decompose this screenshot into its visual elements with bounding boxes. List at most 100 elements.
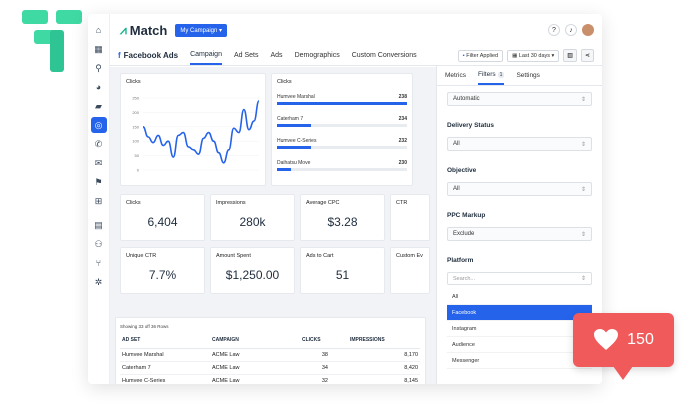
delivery-status-label: Delivery Status bbox=[447, 122, 494, 129]
cell-impressions: 8,420 bbox=[330, 361, 420, 375]
tab-metrics[interactable]: Metrics bbox=[445, 72, 466, 79]
bar-row: Caterham 7 234 bbox=[277, 116, 407, 127]
top-bar: ⩘ Match My Campaign ▾ ? ♪ bbox=[110, 14, 602, 46]
kpi-value: 280k bbox=[239, 215, 266, 229]
platform-option[interactable]: Instagram bbox=[447, 321, 592, 337]
kpi-title: Impressions bbox=[216, 200, 246, 206]
target-icon[interactable]: ◎ bbox=[90, 117, 107, 133]
bell-icon[interactable]: ♪ bbox=[565, 24, 577, 36]
platform-option[interactable]: Messenger bbox=[447, 353, 592, 369]
merge-icon[interactable]: ⑂ bbox=[95, 257, 102, 268]
bar-fill bbox=[277, 168, 292, 171]
filter-chip-label: Filter Applied bbox=[466, 52, 499, 59]
col-impressions[interactable]: IMPRESSIONS bbox=[330, 334, 420, 349]
likes-count: 150 bbox=[627, 331, 654, 348]
likes-badge: 150 bbox=[573, 313, 674, 367]
col-campaign[interactable]: CAMPAIGN bbox=[210, 334, 300, 349]
kpi-card: Unique CTR 7.7% bbox=[120, 247, 205, 294]
y-tick-label: 200 bbox=[132, 110, 139, 115]
share-icon[interactable]: ⋖ bbox=[580, 49, 594, 62]
updown-icon: ⇕ bbox=[580, 96, 586, 103]
filters-tab-bar: Metrics Filters 1 Settings bbox=[437, 66, 602, 86]
columns-icon[interactable]: ▥ bbox=[563, 49, 577, 62]
cell-campaign: ACME Law bbox=[210, 361, 300, 375]
tab-custom-conversions[interactable]: Custom Conversions bbox=[351, 52, 417, 59]
col-ad-set[interactable]: AD SET bbox=[120, 334, 210, 349]
y-tick-label: 250 bbox=[132, 96, 139, 101]
document-icon[interactable]: ▤ bbox=[94, 219, 103, 230]
bar-fill bbox=[277, 146, 311, 149]
date-chip-label: Last 30 days bbox=[518, 52, 550, 59]
kpi-card: Impressions 280k bbox=[210, 194, 295, 241]
cell-clicks: 34 bbox=[300, 361, 330, 375]
platform-search-placeholder: Search... bbox=[453, 275, 476, 282]
pie-chart-icon[interactable]: ◕ bbox=[95, 81, 102, 92]
bar-row: Daihatsu Move 230 bbox=[277, 160, 407, 171]
kpi-card: Amount Spent $1,250.00 bbox=[210, 247, 295, 294]
ad-sets-table-card: Showing 33 off 36 Rows AD SET CAMPAIGN C… bbox=[115, 317, 426, 384]
ppc-markup-value: Exclude bbox=[453, 231, 475, 237]
mail-icon[interactable]: ✉ bbox=[94, 157, 103, 168]
settings-icon[interactable]: ✲ bbox=[94, 276, 103, 287]
ppc-markup-select[interactable]: Exclude ⇕ bbox=[447, 227, 592, 241]
phone-icon[interactable]: ✆ bbox=[94, 138, 103, 149]
cell-clicks: 38 bbox=[300, 348, 330, 362]
platform-option-selected[interactable]: Facebook bbox=[447, 305, 592, 321]
table-row[interactable]: Humvee C-Series ACME Law 32 8,145 bbox=[120, 374, 420, 384]
cell-clicks: 32 bbox=[300, 374, 330, 384]
filter-applied-chip[interactable]: ▪ Filter Applied bbox=[457, 49, 504, 62]
campaign-selector-button[interactable]: My Campaign ▾ bbox=[175, 23, 228, 37]
sidebar: ⌂ ▦ ⚲ ◕ ▰ ◎ ✆ ✉ ⚑ ⊞ ▤ ⚇ ⑂ ✲ bbox=[88, 14, 110, 384]
tab-campaign[interactable]: Campaign bbox=[190, 46, 222, 65]
tab-demographics[interactable]: Demographics bbox=[294, 52, 340, 59]
kpi-title: Unique CTR bbox=[126, 253, 157, 259]
brand-name: Match bbox=[129, 22, 168, 38]
grid-icon[interactable]: ▦ bbox=[94, 43, 103, 54]
tab-ads[interactable]: Ads bbox=[270, 52, 283, 59]
heart-icon bbox=[594, 329, 619, 350]
page-title: f Facebook Ads bbox=[118, 51, 178, 60]
delivery-status-select[interactable]: All ⇕ bbox=[447, 137, 592, 151]
bar-row: Humvee C-Series 232 bbox=[277, 138, 407, 149]
tab-filters[interactable]: Filters 1 bbox=[477, 66, 505, 85]
bar-label: Daihatsu Move bbox=[277, 160, 311, 166]
bar-value: 232 bbox=[398, 138, 407, 144]
search-icon[interactable]: ⚲ bbox=[95, 62, 102, 73]
y-tick-label: 50 bbox=[135, 153, 140, 158]
kpi-title: Custom Ev bbox=[396, 253, 423, 259]
filters-count-badge: 1 bbox=[497, 72, 505, 78]
bar-fill bbox=[277, 124, 311, 127]
cell-ad-set: Humvee C-Series bbox=[120, 374, 210, 384]
avatar[interactable] bbox=[582, 24, 594, 36]
clicks-line-card: Clicks 0 50 100 150 200 250 bbox=[120, 73, 266, 186]
platform-search-input[interactable]: Search... ⇕ bbox=[447, 272, 592, 285]
kpi-card: Custom Ev bbox=[390, 247, 430, 294]
bar-card-title: Clicks bbox=[277, 79, 292, 85]
platform-option[interactable]: All bbox=[447, 289, 592, 305]
kpi-value: 6,404 bbox=[147, 215, 178, 229]
col-clicks[interactable]: CLICKS bbox=[300, 334, 330, 349]
cart-icon[interactable]: ⊞ bbox=[94, 195, 103, 206]
chat-icon[interactable]: ▰ bbox=[95, 100, 102, 111]
bar-value: 234 bbox=[398, 116, 407, 122]
table-row[interactable]: Caterham 7 ACME Law 34 8,420 bbox=[120, 361, 420, 375]
table-row[interactable]: Humvee Marshal ACME Law 38 8,170 bbox=[120, 348, 420, 362]
objective-select[interactable]: All ⇕ bbox=[447, 182, 592, 196]
bar-value: 230 bbox=[398, 160, 407, 166]
updown-icon: ⇕ bbox=[580, 231, 586, 238]
updown-icon: ⇕ bbox=[580, 186, 586, 193]
tab-settings[interactable]: Settings bbox=[516, 72, 540, 79]
tab-ad-sets[interactable]: Ad Sets bbox=[233, 52, 259, 59]
platform-option[interactable]: Audience bbox=[447, 337, 592, 353]
kpi-card: CTR bbox=[390, 194, 430, 241]
clicks-line-chart: 0 50 100 150 200 250 bbox=[132, 96, 260, 173]
kpi-card: Ads to Cart 51 bbox=[300, 247, 385, 294]
brand-logo-mark bbox=[22, 10, 82, 72]
automatic-select[interactable]: Automatic ⇕ bbox=[447, 92, 592, 106]
users-icon[interactable]: ⚇ bbox=[94, 238, 103, 249]
location-icon[interactable]: ⚑ bbox=[94, 176, 103, 187]
date-range-chip[interactable]: ▦ Last 30 days ▾ bbox=[507, 49, 560, 62]
home-icon[interactable]: ⌂ bbox=[95, 24, 102, 35]
cell-ad-set: Humvee Marshal bbox=[120, 348, 210, 362]
help-icon[interactable]: ? bbox=[548, 24, 560, 36]
